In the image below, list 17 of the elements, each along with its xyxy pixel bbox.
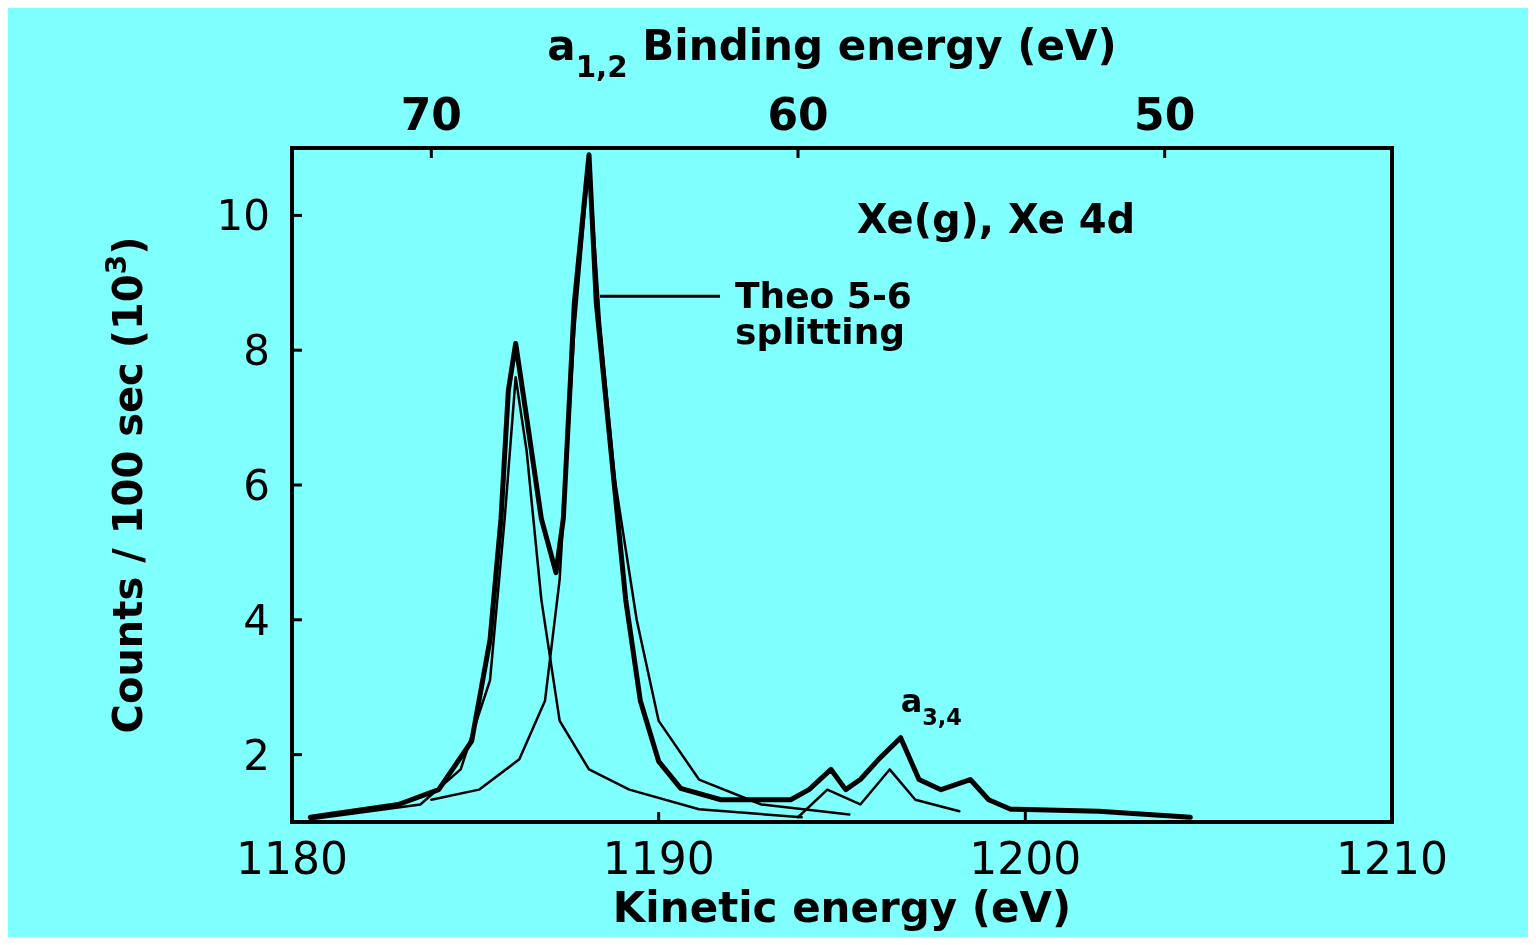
- x-tick-label: 1180: [236, 833, 348, 884]
- x-tick-label: 1190: [602, 833, 715, 884]
- x2-tick-label: 60: [767, 89, 829, 140]
- x2-tick-label: 50: [1134, 89, 1196, 140]
- annotation: Theo 5-6 splitting: [735, 275, 912, 353]
- annotation: a$_{3,4}$: [900, 682, 962, 731]
- y-tick-label: 4: [243, 595, 270, 645]
- x-tick-label: 1200: [969, 833, 1082, 884]
- x2-axis-title: a$_{1,2}$ Binding energy (eV): [547, 21, 1117, 84]
- y-tick-label: 8: [243, 326, 270, 376]
- y-tick-label: 6: [243, 461, 270, 510]
- x-axis-title: Kinetic energy (eV): [612, 883, 1072, 932]
- y-tick-label: 2: [243, 730, 270, 780]
- y-tick-label: 10: [216, 191, 270, 241]
- annotation: Xe(g), Xe 4d: [856, 196, 1136, 242]
- x2-tick-label: 70: [400, 89, 462, 140]
- x-tick-label: 1210: [1336, 833, 1448, 884]
